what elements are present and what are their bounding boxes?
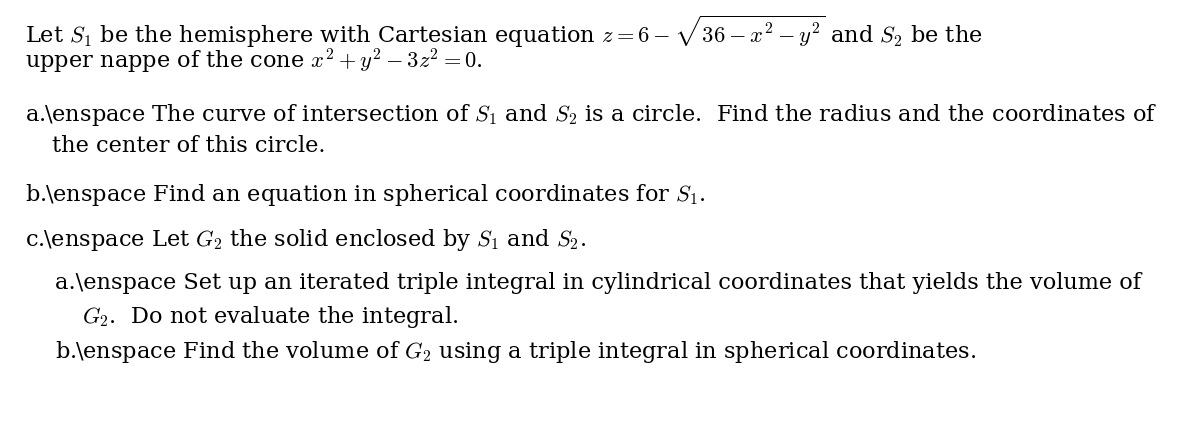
- Text: c.\enspace Let $G_2$ the solid enclosed by $S_1$ and $S_2$.: c.\enspace Let $G_2$ the solid enclosed …: [25, 227, 587, 253]
- Text: a.\enspace Set up an iterated triple integral in cylindrical coordinates that yi: a.\enspace Set up an iterated triple int…: [55, 272, 1141, 294]
- Text: b.\enspace Find the volume of $G_2$ using a triple integral in spherical coordin: b.\enspace Find the volume of $G_2$ usin…: [55, 339, 977, 365]
- Text: b.\enspace Find an equation in spherical coordinates for $S_1$.: b.\enspace Find an equation in spherical…: [25, 182, 706, 208]
- Text: Let $S_1$ be the hemisphere with Cartesian equation $z = 6 - \sqrt{36 - x^2 - y^: Let $S_1$ be the hemisphere with Cartesi…: [25, 14, 983, 51]
- Text: $G_2$.  Do not evaluate the integral.: $G_2$. Do not evaluate the integral.: [82, 304, 458, 330]
- Text: the center of this circle.: the center of this circle.: [52, 135, 325, 157]
- Text: a.\enspace The curve of intersection of $S_1$ and $S_2$ is a circle.  Find the r: a.\enspace The curve of intersection of …: [25, 102, 1158, 128]
- Text: upper nappe of the cone $x^2 + y^2 - 3z^2 = 0$.: upper nappe of the cone $x^2 + y^2 - 3z^…: [25, 47, 482, 76]
